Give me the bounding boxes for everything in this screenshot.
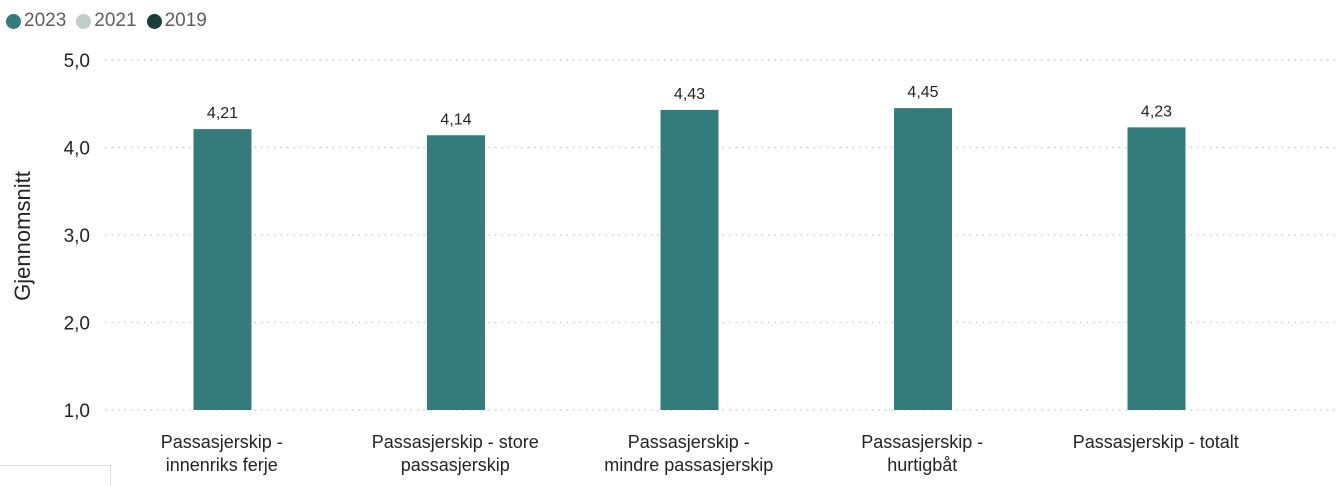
x-category-label: innenriks ferje (166, 455, 278, 475)
data-label: 4,14 (440, 111, 471, 128)
bar-2023-4[interactable] (1127, 127, 1186, 410)
x-category-label: Passasjerskip - (861, 432, 983, 452)
y-axis-ticks: 1,0 2,0 3,0 4,0 5,0 (64, 51, 90, 422)
legend: 2023 2021 2019 (6, 6, 207, 36)
legend-marker-2023 (6, 13, 21, 29)
y-tick-label: 4,0 (64, 139, 90, 160)
data-label: 4,45 (907, 84, 938, 101)
x-category-label: Passasjerskip - (161, 432, 283, 452)
data-label: 4,21 (207, 105, 238, 122)
legend-item-2023[interactable]: 2023 (6, 10, 66, 32)
x-category-label: Passasjerskip - store (372, 432, 539, 452)
legend-marker-2021 (76, 13, 92, 29)
scroll-corner (0, 465, 111, 486)
y-tick-label: 3,0 (64, 226, 90, 247)
y-tick-label: 5,0 (64, 51, 90, 72)
x-category-label: Passasjerskip - (628, 432, 750, 452)
legend-marker-2019 (146, 13, 162, 29)
legend-item-2021[interactable]: 2021 (76, 10, 137, 32)
x-category-label: Passasjerskip - totalt (1073, 432, 1239, 452)
legend-label-2019: 2019 (164, 10, 207, 31)
bars (193, 108, 1186, 410)
bar-2023-3[interactable] (894, 108, 952, 410)
bar-2023-1[interactable] (427, 135, 485, 410)
data-label: 4,23 (1141, 103, 1172, 120)
legend-item-2019[interactable]: 2019 (146, 10, 207, 32)
x-category-label: hurtigbåt (887, 455, 957, 475)
data-labels: 4,21 4,14 4,43 4,45 4,23 (207, 84, 1172, 128)
y-tick-label: 1,0 (64, 401, 90, 422)
x-category-label: mindre passasjerskip (604, 455, 773, 475)
x-axis-categories: Passasjerskip - innenriks ferje Passasjers… (161, 432, 1239, 475)
bar-2023-0[interactable] (193, 129, 252, 410)
grid-lines (105, 59, 1340, 411)
data-label: 4,43 (674, 86, 705, 103)
bar-2023-2[interactable] (660, 109, 719, 410)
x-category-label: passasjerskip (401, 455, 510, 475)
legend-label-2021: 2021 (94, 10, 137, 31)
legend-label-2023: 2023 (24, 10, 67, 31)
y-axis-label: Gjennomsnitt (10, 171, 35, 301)
y-tick-label: 2,0 (64, 314, 90, 335)
